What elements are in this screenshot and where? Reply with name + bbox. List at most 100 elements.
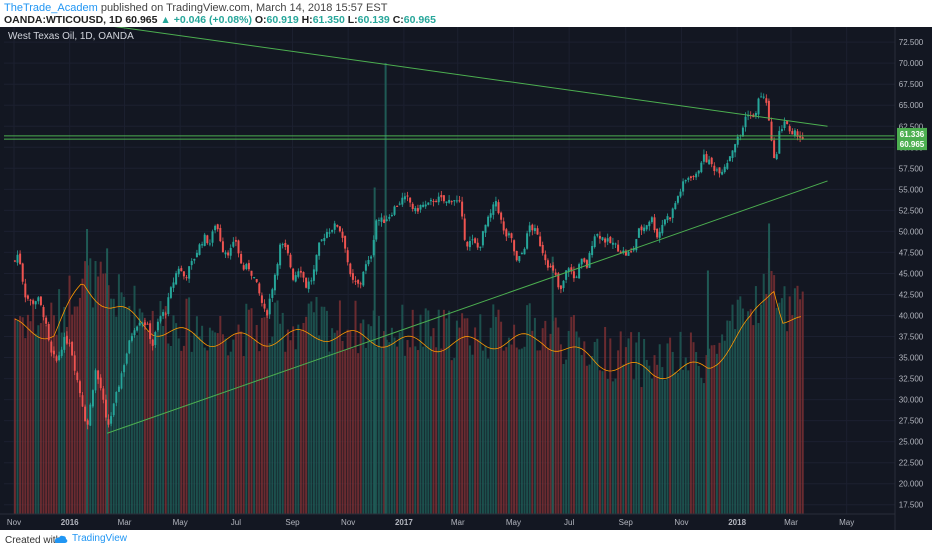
candle-body [669, 217, 672, 220]
volume-bar [37, 325, 40, 514]
candle-body [617, 244, 620, 252]
candle-body [736, 136, 739, 145]
author-link[interactable]: TheTrade_Academ [4, 2, 98, 14]
volume-spike [106, 248, 109, 514]
candle-body [299, 270, 302, 273]
candle-body [141, 322, 144, 324]
volume-bar [710, 345, 713, 514]
candle-body [216, 224, 219, 230]
volume-bar [19, 316, 22, 514]
volume-bar [208, 327, 211, 514]
candle-body [585, 260, 588, 268]
candle-body [479, 246, 482, 248]
candle-body [185, 277, 188, 279]
volume-bar [419, 314, 422, 514]
volume-bar [13, 318, 16, 514]
volume-bar [562, 364, 565, 514]
candle-body [778, 130, 781, 154]
candle-body [497, 202, 500, 214]
candle-body [37, 297, 40, 302]
price-chart-svg[interactable]: 72.50070.00067.50065.00062.50060.00057.5… [0, 9, 932, 530]
volume-bar [216, 333, 219, 514]
volume-bar [383, 331, 386, 514]
volume-bar [97, 276, 100, 514]
candle-body [552, 265, 555, 271]
candle-body [250, 270, 253, 276]
volume-bar [362, 319, 365, 514]
candle-body [201, 244, 204, 246]
candle-body [723, 166, 726, 173]
candle-body [705, 154, 708, 163]
tradingview-logo[interactable]: TradingView [54, 533, 127, 544]
volume-bar [754, 286, 757, 514]
candle-body [276, 264, 279, 276]
candle-body [624, 250, 627, 256]
volume-bar [557, 327, 560, 514]
volume-bar [120, 292, 123, 514]
volume-bar [354, 300, 357, 514]
candle-body [663, 219, 666, 225]
volume-bar [580, 355, 583, 514]
volume-bar [201, 325, 204, 514]
candle-body [539, 236, 542, 247]
volume-bar [271, 336, 274, 514]
candle-body [466, 241, 469, 247]
candle-body [164, 313, 167, 315]
volume-bar [167, 343, 170, 514]
volume-bar [398, 332, 401, 514]
volume-bar [539, 350, 542, 514]
x-tick-label: Mar [118, 518, 132, 527]
candle-body [718, 167, 721, 174]
volume-bar [695, 352, 698, 514]
candle-body [78, 381, 81, 394]
volume-bar [47, 336, 50, 514]
candle-body [232, 241, 235, 247]
candle-body [354, 280, 357, 282]
candle-body [393, 206, 396, 215]
candle-body [533, 228, 536, 232]
symbol-ohlc-line: OANDA:WTICOUSD, 1D 60.965 ▲ +0.046 (+0.0… [4, 14, 436, 26]
candle-body [180, 268, 183, 272]
candle-body [453, 200, 456, 202]
volume-bar [778, 302, 781, 514]
candle-body [500, 212, 503, 220]
candle-body [21, 263, 24, 282]
candle-body [169, 287, 172, 298]
volume-bar [338, 300, 341, 514]
volume-bar [697, 366, 700, 514]
volume-bar [575, 331, 578, 514]
candle-body [604, 238, 607, 243]
candle-body [362, 271, 365, 286]
volume-bar [60, 332, 63, 514]
volume-bar [674, 371, 677, 514]
candle-body [175, 273, 178, 285]
footer: Created with TradingView [0, 530, 932, 550]
volume-bar [237, 324, 240, 514]
candle-body [52, 350, 55, 355]
y-tick-label: 40.000 [899, 311, 924, 320]
y-tick-label: 52.500 [899, 206, 924, 215]
volume-bar [494, 316, 497, 514]
candle-body [242, 265, 245, 270]
volume-bar [245, 303, 248, 514]
volume-bar [437, 309, 440, 514]
candle-body [76, 372, 79, 381]
candle-body [476, 242, 479, 248]
candle-body [125, 353, 128, 364]
volume-bar [770, 270, 773, 514]
candle-body [227, 252, 230, 256]
volume-bar [247, 309, 250, 514]
volume-bar [471, 354, 474, 514]
candle-body [63, 337, 66, 350]
volume-bar [39, 323, 42, 514]
y-tick-label: 67.500 [899, 80, 924, 89]
open-label: O: [254, 14, 267, 26]
candle-body [461, 201, 464, 217]
candle-body [45, 317, 48, 324]
volume-bar [718, 342, 721, 514]
volume-bar [279, 323, 282, 514]
candle-body [744, 116, 747, 128]
candle-body [557, 273, 560, 288]
volume-bar [632, 379, 635, 514]
chart-area[interactable]: 72.50070.00067.50065.00062.50060.00057.5… [0, 9, 932, 530]
